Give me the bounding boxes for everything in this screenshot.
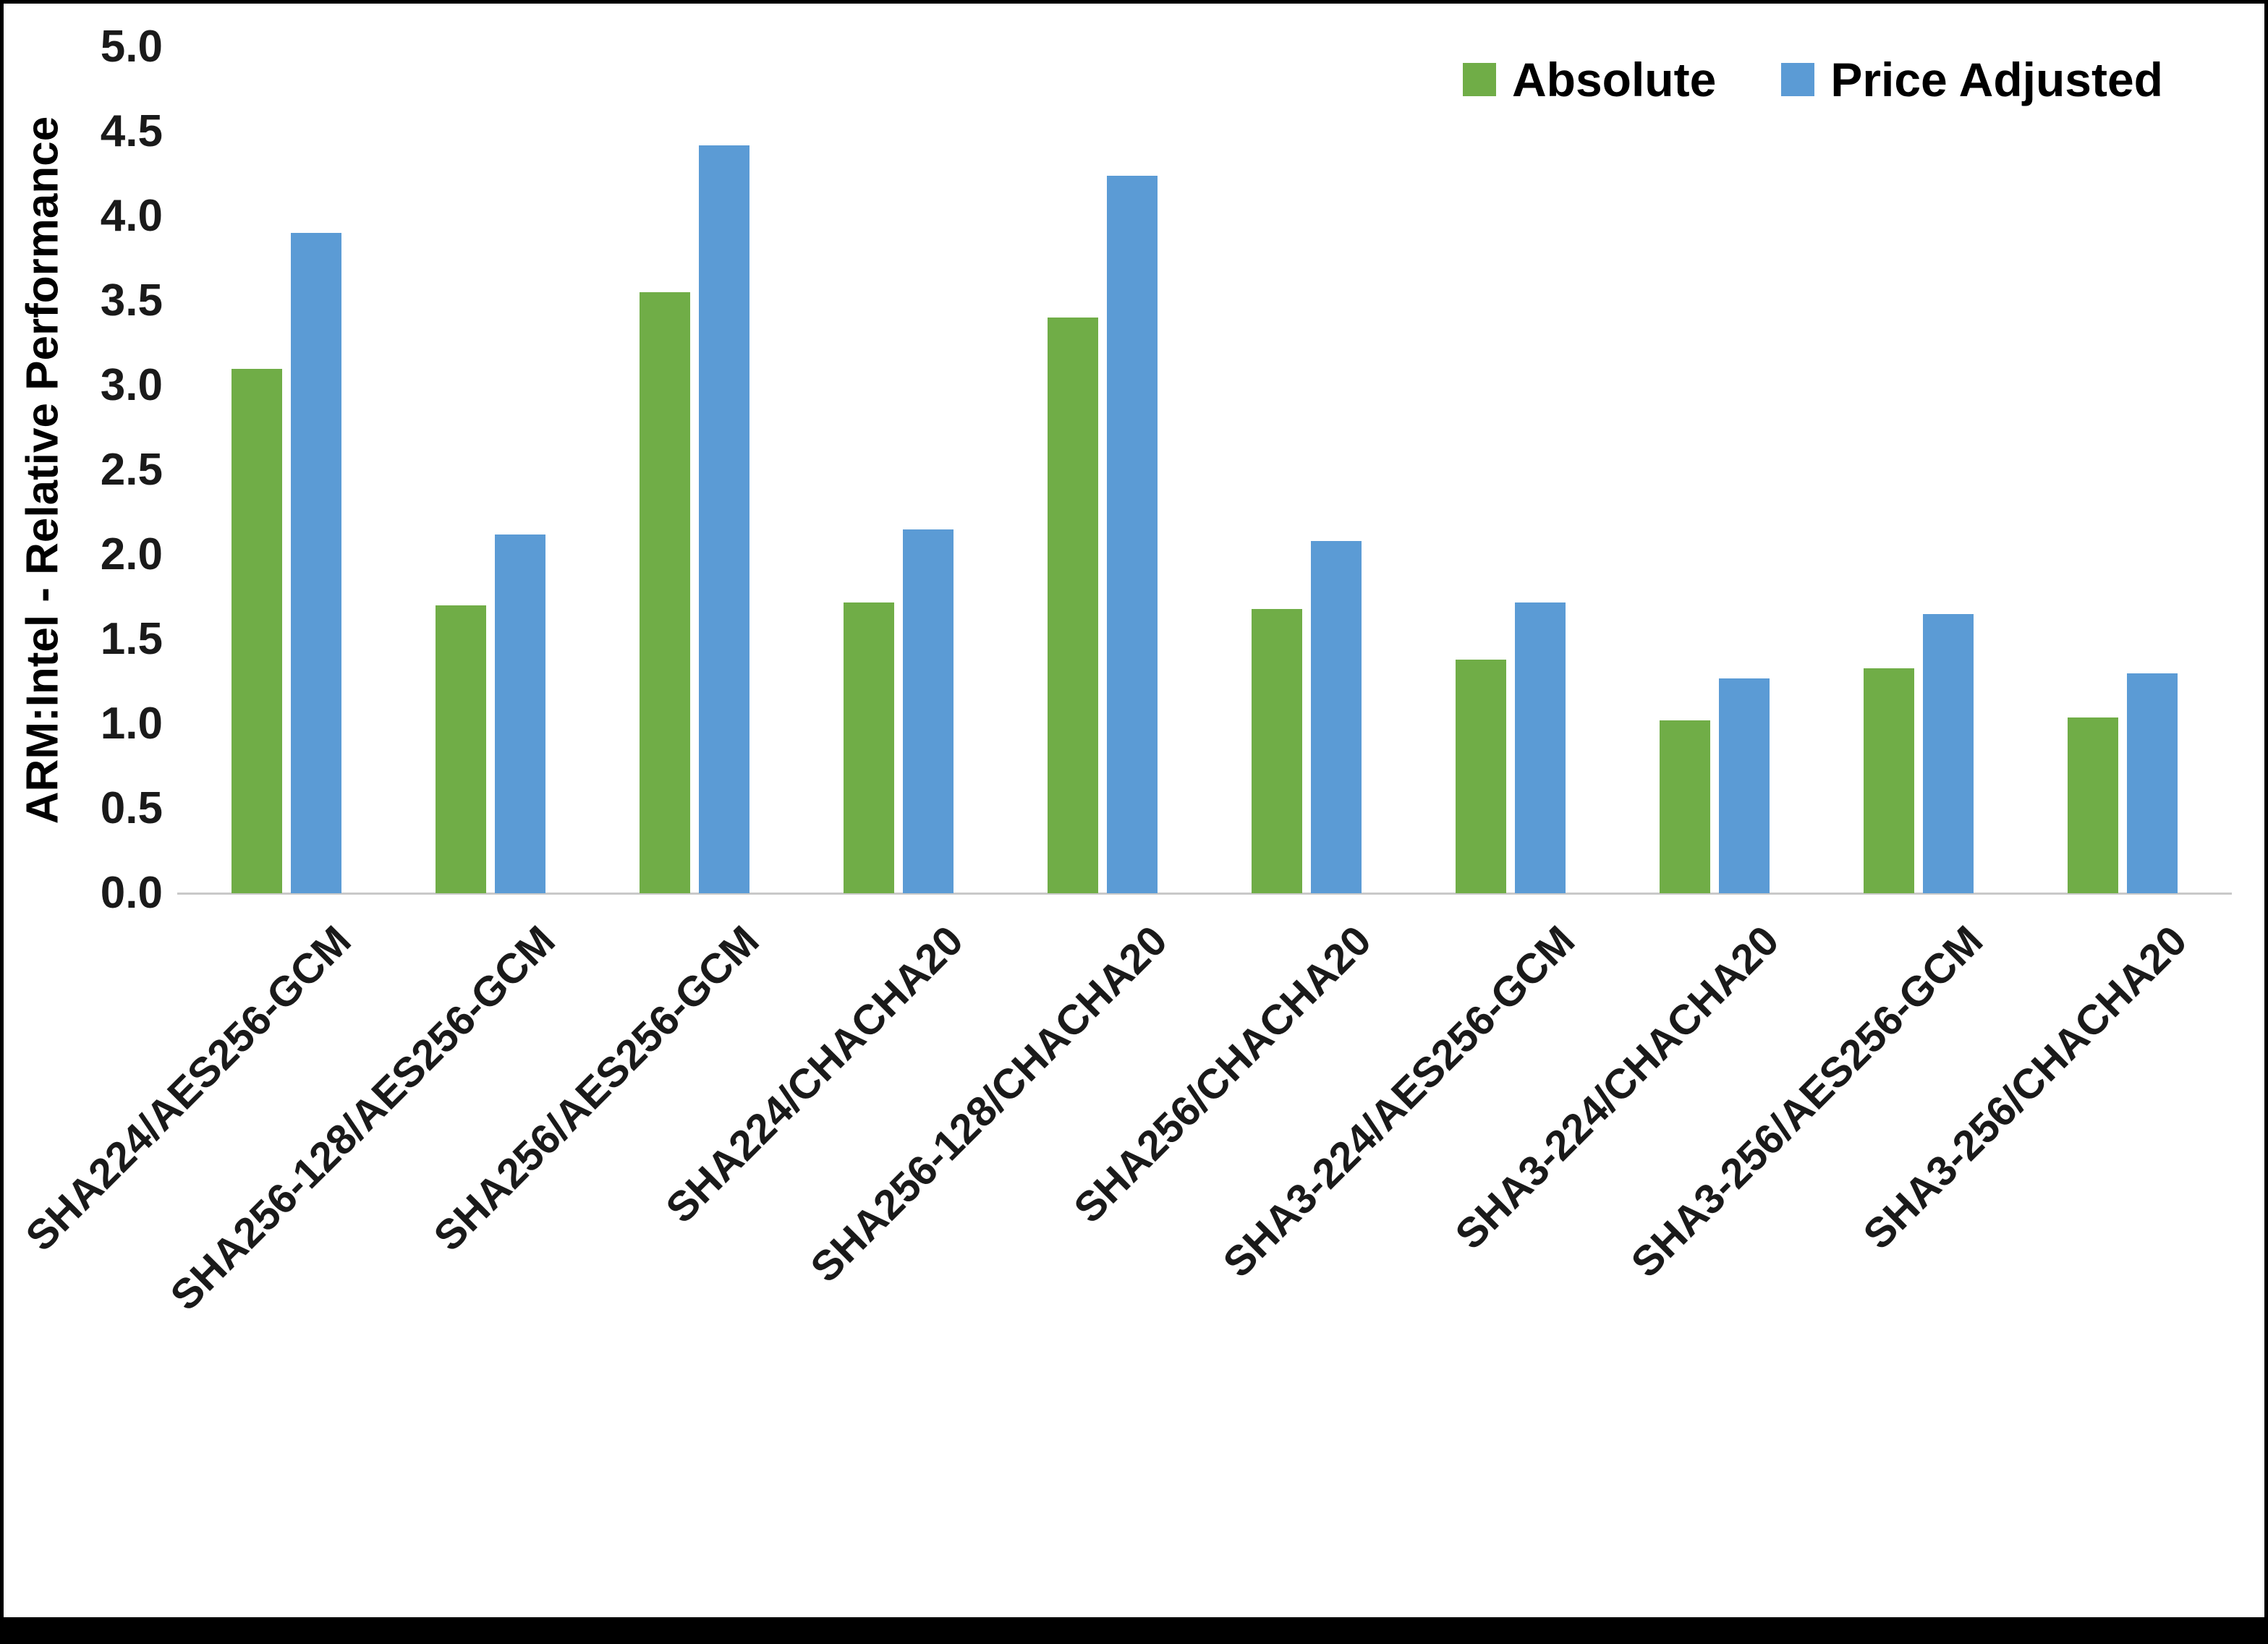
y-tick-label: 1.0 (100, 699, 163, 749)
bar-group (593, 47, 797, 893)
bar-price-adjusted (1719, 678, 1770, 893)
bar-group (184, 47, 388, 893)
bar-price-adjusted (699, 145, 749, 893)
category-label: SHA256-128/AES256-GCM (161, 916, 564, 1320)
category-label: SHA224/AES256-GCM (17, 916, 360, 1261)
bar-absolute (2068, 717, 2118, 893)
category-label: SHA3-224/AES256-GCM (1214, 916, 1584, 1287)
bar-absolute (1252, 608, 1302, 893)
bar-group (1205, 47, 1409, 893)
legend-item-absolute: Absolute (1462, 53, 1717, 106)
bar-absolute (1660, 720, 1710, 893)
bar-absolute (844, 602, 894, 893)
bar-group (1409, 47, 1613, 893)
y-tick-label: 2.5 (100, 445, 163, 495)
bar-absolute (1456, 660, 1506, 893)
bar-price-adjusted (1515, 602, 1566, 893)
bottom-border-bar (4, 1617, 2264, 1640)
bar-groups (184, 47, 2225, 893)
bar-absolute (1864, 668, 1914, 893)
bar-price-adjusted (903, 529, 954, 893)
y-tick-label: 3.5 (100, 276, 163, 325)
bar-price-adjusted (1923, 613, 1974, 893)
bar-price-adjusted (1107, 175, 1158, 893)
bar-group (2021, 47, 2225, 893)
y-tick-label: 4.0 (100, 191, 163, 241)
legend-swatch-icon (1781, 63, 1815, 96)
bar-price-adjusted (291, 233, 341, 893)
bar-price-adjusted (2127, 673, 2178, 893)
category-label: SHA3-256/AES256-GCM (1622, 916, 1992, 1287)
bar-group (1613, 47, 1817, 893)
legend-label: Absolute (1511, 53, 1717, 106)
bar-absolute (232, 368, 282, 893)
y-tick-label: 2.0 (100, 529, 163, 579)
bar-absolute (1048, 318, 1098, 893)
bar-absolute (436, 605, 486, 893)
bar-group (388, 47, 593, 893)
legend-label: Price Adjusted (1830, 53, 2163, 106)
y-tick-label: 1.5 (100, 614, 163, 664)
category-label: SHA256/AES256-GCM (425, 916, 768, 1261)
bar-group (1001, 47, 1205, 893)
y-tick-label: 0.0 (100, 868, 163, 918)
x-axis-baseline (177, 893, 2232, 895)
bar-absolute (640, 292, 690, 893)
y-tick-label: 4.5 (100, 106, 163, 156)
y-tick-label: 0.5 (100, 783, 163, 833)
bar-group (1817, 47, 2021, 893)
legend-item-price-adjusted: Price Adjusted (1781, 56, 2163, 103)
chart-legend: Absolute Price Adjusted (1462, 53, 2163, 106)
category-label: SHA256-128/CHACHA20 (801, 916, 1176, 1292)
bar-group (797, 47, 1001, 893)
legend-swatch-icon (1462, 63, 1496, 96)
y-tick-label: 3.0 (100, 360, 163, 410)
plot-area (177, 47, 2232, 895)
y-tick-label: 5.0 (100, 22, 163, 72)
bar-price-adjusted (495, 534, 545, 893)
bar-price-adjusted (1311, 541, 1362, 893)
